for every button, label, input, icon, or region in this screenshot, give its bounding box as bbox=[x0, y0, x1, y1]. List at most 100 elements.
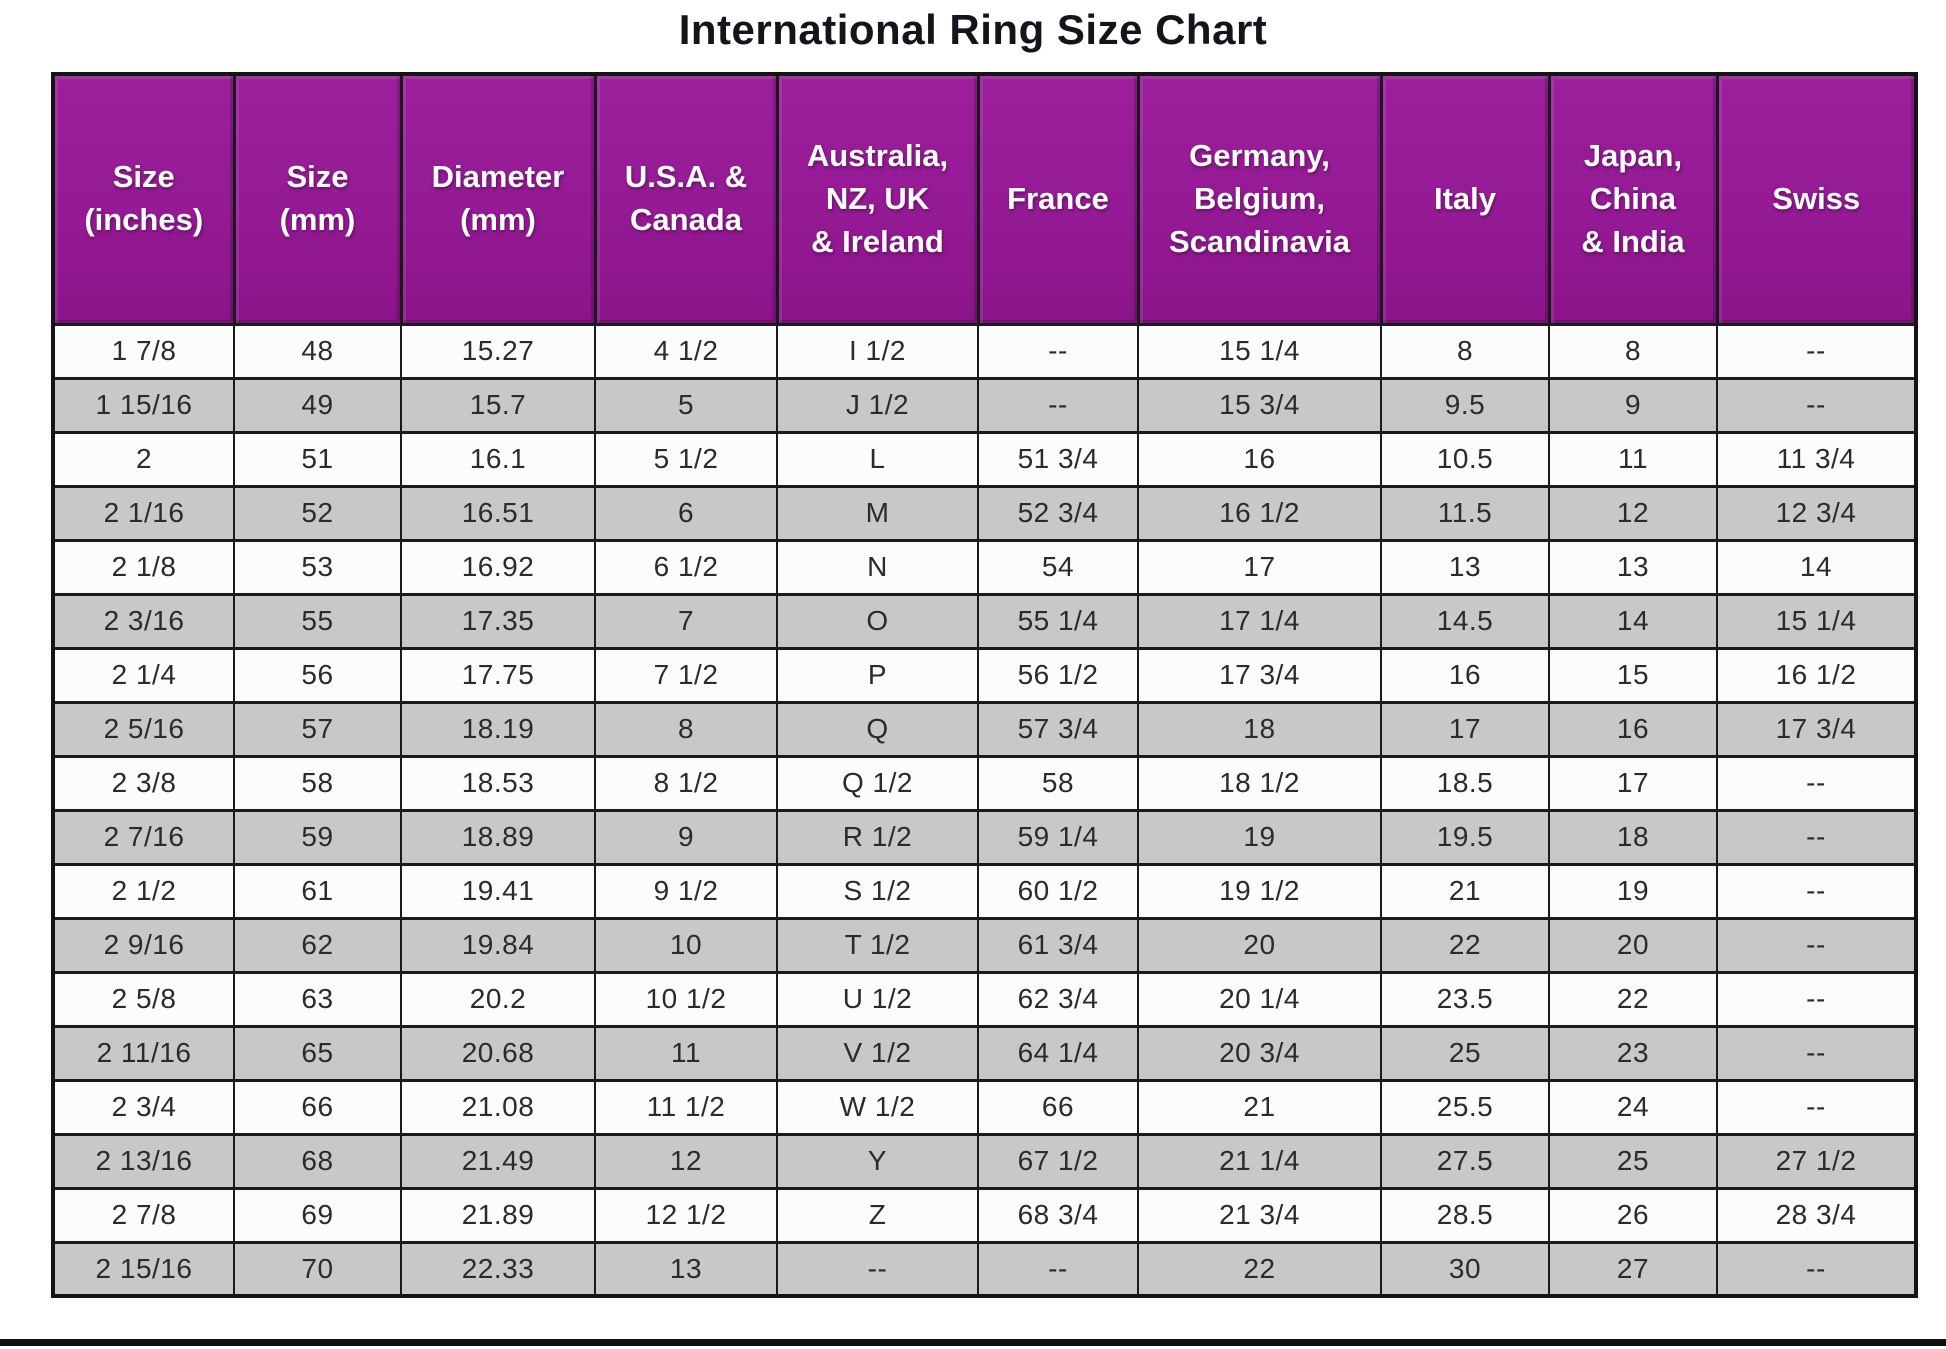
cell-swiss: -- bbox=[1716, 1024, 1917, 1082]
cell-germany-belgium-scandinavia: 22 bbox=[1137, 1240, 1382, 1298]
cell-australia-nz-uk-ireland: M bbox=[776, 484, 979, 542]
column-header-usa-canada: U.S.A. & Canada bbox=[593, 72, 779, 326]
cell-size-mm: 48 bbox=[233, 322, 402, 380]
cell-swiss: -- bbox=[1716, 322, 1917, 380]
cell-france: 55 1/4 bbox=[977, 592, 1139, 650]
table-row: 2 13/16 68 21.49 12 Y 67 1/2 21 1/4 27.5 25 27 1/… bbox=[52, 1132, 1917, 1190]
cell-italy: 25.5 bbox=[1380, 1078, 1550, 1136]
cell-france: 57 3/4 bbox=[977, 700, 1139, 758]
cell-france: 56 1/2 bbox=[977, 646, 1139, 704]
cell-swiss: 11 3/4 bbox=[1716, 430, 1917, 488]
cell-diameter-mm: 16.1 bbox=[400, 430, 596, 488]
cell-france: 59 1/4 bbox=[977, 808, 1139, 866]
page-title: International Ring Size Chart bbox=[678, 6, 1268, 53]
cell-diameter-mm: 18.89 bbox=[400, 808, 596, 866]
table-row: 2 3/4 66 21.08 11 1/2 W 1/2 66 21 25.5 24 -- bbox=[52, 1078, 1917, 1136]
cell-australia-nz-uk-ireland: O bbox=[776, 592, 979, 650]
cell-size-mm: 56 bbox=[233, 646, 402, 704]
cell-swiss: -- bbox=[1716, 1240, 1917, 1298]
table-row: 1 7/8 48 15.27 4 1/2 I 1/2 -- 15 1/4 8 8 -- bbox=[52, 322, 1917, 380]
cell-japan-china-india: 26 bbox=[1548, 1186, 1718, 1244]
cell-usa-canada: 10 bbox=[594, 916, 778, 974]
cell-italy: 25 bbox=[1380, 1024, 1550, 1082]
cell-japan-china-india: 25 bbox=[1548, 1132, 1718, 1190]
cell-swiss: 17 3/4 bbox=[1716, 700, 1917, 758]
cell-usa-canada: 5 bbox=[594, 376, 778, 434]
column-header-germany-belgium-scandinavia: Germany, Belgium, Scandinavia bbox=[1136, 72, 1383, 326]
cell-japan-china-india: 8 bbox=[1548, 322, 1718, 380]
cell-usa-canada: 12 1/2 bbox=[594, 1186, 778, 1244]
cell-germany-belgium-scandinavia: 16 bbox=[1137, 430, 1382, 488]
cell-france: 67 1/2 bbox=[977, 1132, 1139, 1190]
cell-france: 64 1/4 bbox=[977, 1024, 1139, 1082]
cell-italy: 30 bbox=[1380, 1240, 1550, 1298]
cell-italy: 17 bbox=[1380, 700, 1550, 758]
cell-australia-nz-uk-ireland: Z bbox=[776, 1186, 979, 1244]
cell-australia-nz-uk-ireland: U 1/2 bbox=[776, 970, 979, 1028]
cell-germany-belgium-scandinavia: 18 1/2 bbox=[1137, 754, 1382, 812]
cell-italy: 28.5 bbox=[1380, 1186, 1550, 1244]
column-header-australia-nz-uk-ireland: Australia, NZ, UK & Ireland bbox=[775, 72, 980, 326]
cell-usa-canada: 8 1/2 bbox=[594, 754, 778, 812]
cell-size-mm: 70 bbox=[233, 1240, 402, 1298]
cell-diameter-mm: 21.08 bbox=[400, 1078, 596, 1136]
cell-australia-nz-uk-ireland: I 1/2 bbox=[776, 322, 979, 380]
cell-size-inches: 2 9/16 bbox=[52, 916, 235, 974]
cell-italy: 9.5 bbox=[1380, 376, 1550, 434]
table-row: 2 11/16 65 20.68 11 V 1/2 64 1/4 20 3/4 25 23 -- bbox=[52, 1024, 1917, 1082]
cell-italy: 13 bbox=[1380, 538, 1550, 596]
table-row: 2 7/16 59 18.89 9 R 1/2 59 1/4 19 19.5 18 -- bbox=[52, 808, 1917, 866]
cell-diameter-mm: 15.27 bbox=[400, 322, 596, 380]
cell-size-inches: 2 1/2 bbox=[52, 862, 235, 920]
cell-japan-china-india: 27 bbox=[1548, 1240, 1718, 1298]
cell-size-inches: 2 5/8 bbox=[52, 970, 235, 1028]
cell-australia-nz-uk-ireland: P bbox=[776, 646, 979, 704]
cell-size-inches: 2 7/8 bbox=[52, 1186, 235, 1244]
cell-germany-belgium-scandinavia: 15 3/4 bbox=[1137, 376, 1382, 434]
cell-size-mm: 69 bbox=[233, 1186, 402, 1244]
cell-australia-nz-uk-ireland: J 1/2 bbox=[776, 376, 979, 434]
cell-size-mm: 66 bbox=[233, 1078, 402, 1136]
table-row: 2 9/16 62 19.84 10 T 1/2 61 3/4 20 22 20 -- bbox=[52, 916, 1917, 974]
ring-size-table: Size (inches) Size (mm) Diameter (mm) U.S.A… bbox=[51, 72, 1918, 1298]
cell-france: 52 3/4 bbox=[977, 484, 1139, 542]
cell-australia-nz-uk-ireland: Y bbox=[776, 1132, 979, 1190]
cell-japan-china-india: 23 bbox=[1548, 1024, 1718, 1082]
cell-italy: 10.5 bbox=[1380, 430, 1550, 488]
cell-germany-belgium-scandinavia: 19 1/2 bbox=[1137, 862, 1382, 920]
cell-japan-china-india: 22 bbox=[1548, 970, 1718, 1028]
cell-france: 66 bbox=[977, 1078, 1139, 1136]
cell-germany-belgium-scandinavia: 17 1/4 bbox=[1137, 592, 1382, 650]
cell-japan-china-india: 15 bbox=[1548, 646, 1718, 704]
cell-france: -- bbox=[977, 1240, 1139, 1298]
column-header-diameter-mm: Diameter (mm) bbox=[399, 72, 597, 326]
cell-australia-nz-uk-ireland: Q 1/2 bbox=[776, 754, 979, 812]
cell-size-mm: 52 bbox=[233, 484, 402, 542]
cell-usa-canada: 6 bbox=[594, 484, 778, 542]
cell-usa-canada: 10 1/2 bbox=[594, 970, 778, 1028]
cell-japan-china-india: 11 bbox=[1548, 430, 1718, 488]
cell-size-inches: 1 15/16 bbox=[52, 376, 235, 434]
column-header-size-inches: Size (inches) bbox=[51, 72, 236, 326]
cell-usa-canada: 7 1/2 bbox=[594, 646, 778, 704]
cell-italy: 18.5 bbox=[1380, 754, 1550, 812]
cell-australia-nz-uk-ireland: V 1/2 bbox=[776, 1024, 979, 1082]
table-row: 2 5/8 63 20.2 10 1/2 U 1/2 62 3/4 20 1/4 23.5 22… bbox=[52, 970, 1917, 1028]
table-row: 2 51 16.1 5 1/2 L 51 3/4 16 10.5 11 11 3/4 bbox=[52, 430, 1917, 488]
cell-diameter-mm: 21.89 bbox=[400, 1186, 596, 1244]
cell-france: 54 bbox=[977, 538, 1139, 596]
cell-size-mm: 53 bbox=[233, 538, 402, 596]
cell-size-inches: 2 3/16 bbox=[52, 592, 235, 650]
column-header-italy: Italy bbox=[1379, 72, 1551, 326]
cell-japan-china-india: 13 bbox=[1548, 538, 1718, 596]
cell-size-inches: 2 13/16 bbox=[52, 1132, 235, 1190]
table-row: 2 1/8 53 16.92 6 1/2 N 54 17 13 13 14 bbox=[52, 538, 1917, 596]
cell-diameter-mm: 16.51 bbox=[400, 484, 596, 542]
cell-swiss: 27 1/2 bbox=[1716, 1132, 1917, 1190]
cell-size-inches: 2 1/8 bbox=[52, 538, 235, 596]
cell-italy: 16 bbox=[1380, 646, 1550, 704]
cell-france: 58 bbox=[977, 754, 1139, 812]
cell-germany-belgium-scandinavia: 19 bbox=[1137, 808, 1382, 866]
table-row: 2 1/4 56 17.75 7 1/2 P 56 1/2 17 3/4 16 15 16 1/2 bbox=[52, 646, 1917, 704]
cell-germany-belgium-scandinavia: 15 1/4 bbox=[1137, 322, 1382, 380]
